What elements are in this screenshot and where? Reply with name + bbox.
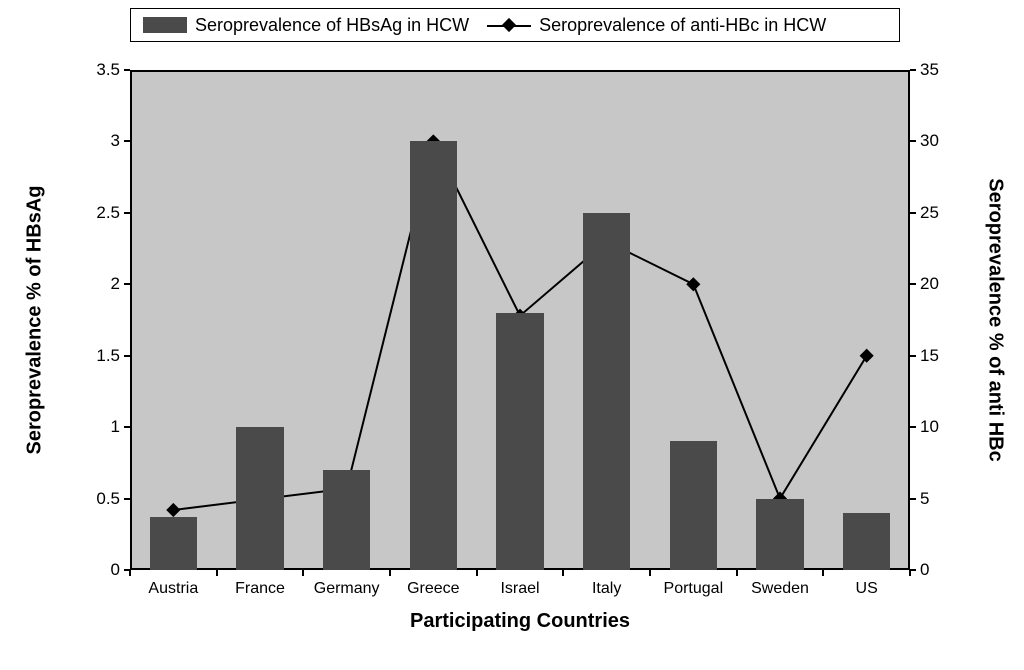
y2-tick-mark: [910, 283, 916, 285]
category-label: US: [856, 580, 878, 598]
y1-tick-mark: [124, 283, 130, 285]
bar: [756, 499, 804, 570]
x-tick-mark: [649, 570, 651, 576]
y2-tick-mark: [910, 69, 916, 71]
y1-tick-label: 2.5: [96, 203, 120, 223]
legend-item-bars: Seroprevalence of HBsAg in HCW: [143, 15, 469, 36]
y1-tick-mark: [124, 498, 130, 500]
category-label: Italy: [592, 580, 621, 598]
y2-tick-mark: [910, 140, 916, 142]
category-label: Portugal: [664, 580, 724, 598]
bar: [236, 427, 284, 570]
y1-tick-label: 3: [111, 131, 120, 151]
y2-tick-label: 15: [920, 346, 939, 366]
y1-tick-label: 0: [111, 560, 120, 580]
y1-tick-mark: [124, 212, 130, 214]
bar: [583, 213, 631, 570]
x-tick-mark: [389, 570, 391, 576]
chart-wrapper: Seroprevalence of HBsAg in HCW Seropreva…: [0, 0, 1024, 670]
y-axis-left-label: Seroprevalence % of HBsAg: [24, 186, 47, 455]
category-label: France: [235, 580, 285, 598]
y-axis-right-label: Seroprevalence % of anti HBc: [984, 178, 1007, 461]
y1-tick-label: 3.5: [96, 60, 120, 80]
legend-bar-label: Seroprevalence of HBsAg in HCW: [195, 15, 469, 36]
bar: [670, 441, 718, 570]
legend-bar-swatch: [143, 17, 187, 33]
y2-tick-label: 30: [920, 131, 939, 151]
category-label: Greece: [407, 580, 459, 598]
y1-tick-label: 0.5: [96, 489, 120, 509]
y2-tick-mark: [910, 498, 916, 500]
y1-tick-label: 1: [111, 417, 120, 437]
x-tick-mark: [909, 570, 911, 576]
y2-tick-mark: [910, 355, 916, 357]
y2-tick-mark: [910, 426, 916, 428]
y2-tick-label: 10: [920, 417, 939, 437]
x-tick-mark: [129, 570, 131, 576]
y1-tick-label: 2: [111, 274, 120, 294]
y2-tick-label: 25: [920, 203, 939, 223]
y1-tick-mark: [124, 426, 130, 428]
y2-tick-label: 5: [920, 489, 929, 509]
y2-tick-label: 35: [920, 60, 939, 80]
y1-tick-mark: [124, 140, 130, 142]
x-axis-label: Participating Countries: [410, 610, 630, 633]
y1-tick-mark: [124, 69, 130, 71]
x-tick-mark: [822, 570, 824, 576]
bar: [843, 513, 891, 570]
y1-tick-mark: [124, 355, 130, 357]
legend: Seroprevalence of HBsAg in HCW Seropreva…: [130, 8, 900, 42]
x-tick-mark: [736, 570, 738, 576]
category-label: Austria: [148, 580, 198, 598]
x-tick-mark: [216, 570, 218, 576]
y2-tick-mark: [910, 212, 916, 214]
bar: [323, 470, 371, 570]
bar: [410, 141, 458, 570]
y2-tick-label: 0: [920, 560, 929, 580]
x-tick-mark: [562, 570, 564, 576]
x-tick-mark: [476, 570, 478, 576]
y1-tick-label: 1.5: [96, 346, 120, 366]
category-label: Germany: [314, 580, 380, 598]
y2-tick-label: 20: [920, 274, 939, 294]
category-label: Sweden: [751, 580, 809, 598]
legend-line-swatch: [487, 17, 531, 33]
legend-line-label: Seroprevalence of anti-HBc in HCW: [539, 15, 826, 36]
legend-item-line: Seroprevalence of anti-HBc in HCW: [487, 15, 826, 36]
bar: [496, 313, 544, 570]
category-label: Israel: [500, 580, 539, 598]
bar: [150, 517, 198, 570]
x-tick-mark: [302, 570, 304, 576]
